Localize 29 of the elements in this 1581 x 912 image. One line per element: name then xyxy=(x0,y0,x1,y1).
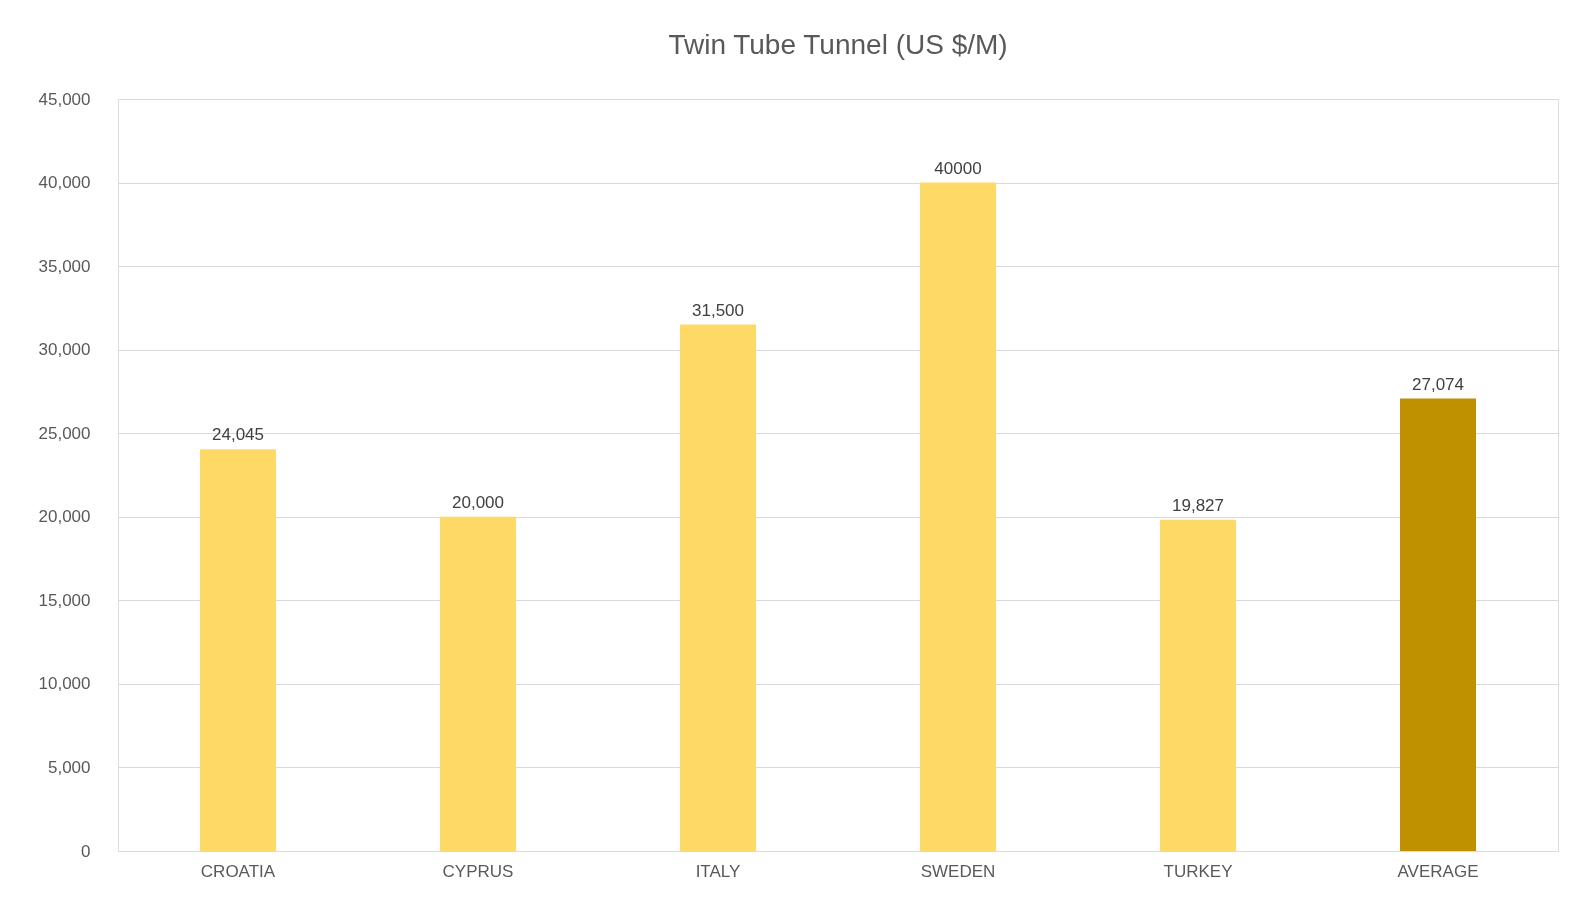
bar xyxy=(440,516,516,851)
data-label: 24,045 xyxy=(212,425,264,445)
y-tick-label: 10,000 xyxy=(38,674,91,694)
y-tick-label: 15,000 xyxy=(38,590,91,610)
bar xyxy=(200,449,276,851)
y-tick-label: 45,000 xyxy=(38,89,91,109)
bar xyxy=(680,324,756,851)
x-tick-label: CROATIA xyxy=(200,861,276,881)
data-label: 27,074 xyxy=(1412,374,1464,394)
bar xyxy=(1160,519,1236,851)
bar xyxy=(1400,398,1476,851)
x-tick-label: TURKEY xyxy=(1163,861,1233,881)
chart-title: Twin Tube Tunnel (US $/M) xyxy=(668,29,1008,60)
y-tick-label: 25,000 xyxy=(38,423,91,443)
data-label: 20,000 xyxy=(452,492,504,512)
y-tick-label: 40,000 xyxy=(38,173,91,193)
x-tick-label: CYPRUS xyxy=(442,861,514,881)
bar xyxy=(920,182,996,851)
y-tick-label: 30,000 xyxy=(38,340,91,360)
x-tick-label: SWEDEN xyxy=(920,861,996,881)
data-label: 19,827 xyxy=(1172,495,1224,515)
data-label: 31,500 xyxy=(692,300,744,320)
x-tick-label: AVERAGE xyxy=(1397,861,1479,881)
y-tick-label: 20,000 xyxy=(38,507,91,527)
y-tick-label: 35,000 xyxy=(38,256,91,276)
y-tick-label: 5,000 xyxy=(47,757,91,777)
x-tick-label: ITALY xyxy=(695,861,741,881)
data-label: 40000 xyxy=(934,158,982,178)
y-tick-label: 0 xyxy=(81,841,91,861)
